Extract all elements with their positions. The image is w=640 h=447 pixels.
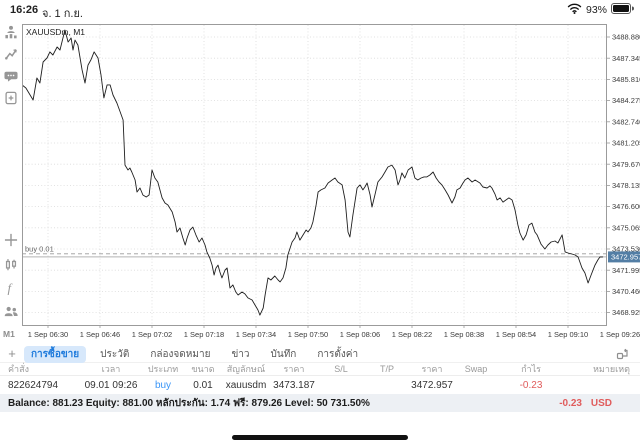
- x-axis-label: 1 Sep 09:10: [548, 330, 588, 339]
- x-axis-label: 1 Sep 07:18: [184, 330, 224, 339]
- chart-symbol-title: XAUUSDm, M1: [26, 27, 85, 37]
- x-axis-label: 1 Sep 07:34: [236, 330, 276, 339]
- y-axis-label: 3484.275: [612, 96, 640, 105]
- quotes-icon[interactable]: [4, 25, 18, 39]
- account-profit: -0.23: [559, 397, 582, 409]
- col-header: เวลา: [101, 363, 121, 374]
- x-axis-label: 1 Sep 06:46: [80, 330, 120, 339]
- status-bar: 16:26 จ. 1 ก.ย. 93%: [0, 0, 640, 20]
- table-cell: xauusdm: [225, 379, 267, 391]
- battery-icon: [611, 3, 634, 17]
- table-cell: 822624794: [8, 379, 59, 391]
- trade-icon[interactable]: [4, 46, 18, 60]
- col-header: สัญลักษณ์: [226, 363, 266, 374]
- account-summary: Balance: 881.23 Equity: 881.00 หลักประกั…: [8, 397, 370, 409]
- x-axis-label: 1 Sep 07:02: [132, 330, 172, 339]
- col-header: Swap: [464, 363, 488, 374]
- battery-percent: 93%: [585, 4, 607, 16]
- status-time: 16:26: [10, 4, 39, 16]
- col-header: ราคา: [283, 363, 305, 374]
- account-bar: Balance: 881.23 Equity: 881.00 หลักประกั…: [0, 394, 640, 412]
- col-header: ประเภท: [147, 363, 179, 374]
- y-axis-label: 3485.810: [612, 75, 640, 84]
- y-axis-label: 3470.460: [612, 287, 640, 296]
- y-axis-label: 3475.065: [612, 223, 640, 232]
- positions-table-row[interactable]: 822624794 09.01 09:26 buy 0.01 xauusdm 3473.1…: [0, 375, 640, 395]
- col-header: S/L: [334, 363, 348, 374]
- status-date: จ. 1 ก.ย.: [42, 8, 83, 20]
- positions-table-header: คำสั่ง เวลา ประเภท ขนาด สัญลักษณ์ ราคา S/L T/P ร…: [0, 362, 640, 375]
- table-cell: 3472.957: [411, 379, 453, 391]
- tab-2[interactable]: กล่องจดหมาย: [150, 348, 211, 360]
- account-currency: USD: [590, 397, 612, 409]
- side-toolbar: f M1: [0, 20, 22, 345]
- objects-candles-icon[interactable]: [4, 258, 18, 272]
- col-header: กำไร: [521, 363, 541, 374]
- y-axis-label: 3482.740: [612, 117, 640, 126]
- x-axis-label: 1 Sep 07:50: [288, 330, 328, 339]
- x-axis-label: 1 Sep 08:06: [340, 330, 380, 339]
- y-axis-label: 3488.880: [612, 33, 640, 42]
- add-tab-button[interactable]: +: [8, 346, 16, 361]
- y-axis-label: 3473.530: [612, 245, 640, 254]
- tab-1[interactable]: ประวัติ: [100, 348, 130, 360]
- chart-canvas[interactable]: 1 Sep 06:30 1 Sep 06:46 1 Sep 07:02 1 Sep 0…: [22, 22, 640, 345]
- plot-border: [22, 24, 607, 326]
- table-cell: buy: [154, 379, 172, 391]
- indicator-f-icon[interactable]: f: [4, 281, 18, 295]
- y-axis-label: 3481.205: [612, 139, 640, 148]
- x-axis-label: 1 Sep 09:26: [600, 330, 640, 339]
- y-axis-label: 3487.345: [612, 54, 640, 63]
- buy-position-label: buy 0.01: [25, 244, 54, 253]
- table-cell: 09.01 09:26: [84, 379, 138, 391]
- y-axis-label: 3476.600: [612, 202, 640, 211]
- x-axis-label: 1 Sep 08:54: [496, 330, 536, 339]
- tab-5[interactable]: การตั้งค่า: [317, 348, 359, 360]
- sort-icon[interactable]: [616, 347, 630, 361]
- price-line: [22, 29, 604, 316]
- tab-3[interactable]: ข่าว: [231, 348, 250, 360]
- col-header: ราคา: [421, 363, 443, 374]
- col-header: คำสั่ง: [8, 363, 29, 374]
- y-axis-label: 3479.670: [612, 160, 640, 169]
- y-axis-label: 3478.135: [612, 181, 640, 190]
- col-header: หมายเหตุ: [592, 363, 630, 374]
- crosshair-icon[interactable]: [4, 233, 18, 247]
- table-cell: 0.01: [193, 379, 213, 391]
- col-header: ขนาด: [191, 363, 215, 374]
- svg-text:f: f: [8, 282, 14, 295]
- tab-0[interactable]: การซื้อขาย: [24, 345, 87, 363]
- x-axis-label: 1 Sep 06:30: [28, 330, 68, 339]
- table-cell: -0.23: [519, 379, 543, 391]
- accounts-icon[interactable]: [4, 305, 18, 319]
- home-indicator[interactable]: [232, 435, 408, 440]
- x-axis-label: 1 Sep 08:38: [444, 330, 484, 339]
- new-order-icon[interactable]: [4, 91, 18, 105]
- tab-4[interactable]: บันทึก: [270, 348, 297, 360]
- current-price-label: 3472.957: [611, 253, 640, 262]
- chat-icon[interactable]: [4, 70, 18, 84]
- tab-bar: + การซื้อขาย ประวัติ กล่องจดหมาย ข่าว บันทึก…: [0, 345, 640, 363]
- current-price-box: [608, 251, 640, 263]
- y-axis-label: 3471.995: [612, 266, 640, 275]
- timeframe-button[interactable]: M1: [3, 329, 15, 339]
- y-axis-label: 3468.925: [612, 308, 640, 317]
- x-axis-label: 1 Sep 08:22: [392, 330, 432, 339]
- wifi-icon: [567, 3, 582, 17]
- status-right-cluster: 93%: [567, 3, 634, 17]
- tabs: การซื้อขาย ประวัติ กล่องจดหมาย ข่าว บันทึก กา…: [24, 345, 372, 363]
- table-cell: 3473.187: [273, 379, 315, 391]
- col-header: T/P: [379, 363, 394, 374]
